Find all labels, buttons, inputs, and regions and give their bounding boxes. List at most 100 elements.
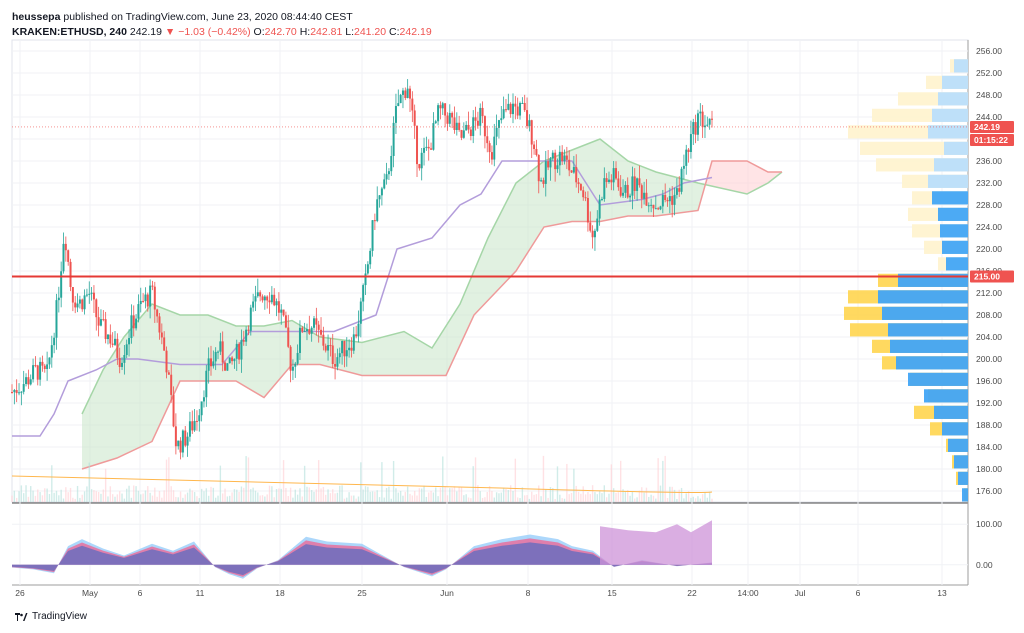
cloud-segment: [390, 333, 397, 376]
cloud-segment: [250, 326, 257, 394]
volume-bar: [657, 458, 659, 502]
candle-body: [371, 220, 374, 251]
candle-body: [92, 292, 95, 300]
candle-body: [589, 222, 592, 231]
volume-bar: [62, 498, 65, 502]
candle-body: [692, 122, 695, 135]
candle-body: [434, 121, 437, 124]
footer-brand[interactable]: TradingView: [32, 611, 88, 622]
time-tick-label: 14:00: [737, 588, 759, 598]
volume-bar: [526, 495, 528, 502]
candle-body: [195, 420, 198, 422]
volume-bar: [137, 490, 140, 502]
candle-body: [530, 120, 533, 145]
cloud-segment: [551, 155, 558, 226]
volume-bar: [310, 490, 313, 502]
volume-bar: [65, 487, 67, 502]
cloud-segment: [530, 166, 537, 249]
cloud-segment: [124, 328, 131, 455]
volume-bar: [212, 487, 215, 502]
candle-body: [406, 88, 409, 99]
candle-body: [331, 345, 334, 364]
volume-bar: [217, 495, 219, 502]
oscillator-area-dark: [12, 542, 712, 576]
volume-bar: [671, 486, 673, 502]
cloud-segment: [719, 161, 726, 190]
volume-bar: [704, 492, 706, 502]
volume-bar: [133, 485, 135, 502]
volume-bar: [39, 492, 41, 502]
volume-bar: [275, 489, 278, 502]
candle-body: [542, 180, 545, 184]
volume-bar: [605, 497, 608, 502]
volume-bar: [118, 491, 121, 502]
volume-bar: [18, 491, 20, 502]
candle-body: [268, 300, 271, 303]
volume-bar: [582, 486, 584, 502]
volume-bar: [397, 492, 399, 502]
volume-bar: [15, 497, 18, 502]
candle-body: [387, 171, 390, 175]
volume-bar: [591, 485, 594, 502]
volume-bar: [531, 491, 533, 502]
price-tick-label: 236.00: [976, 156, 1002, 166]
candle-body: [109, 334, 112, 344]
volume-bar: [339, 485, 341, 502]
volume-bar: [332, 489, 334, 502]
volume-bar: [348, 492, 350, 502]
volume-bar: [627, 489, 629, 502]
candle-body: [252, 301, 255, 308]
candle-body: [97, 317, 100, 326]
price-change: −1.03 (−0.42%): [178, 26, 251, 38]
volume-profile-bar: [942, 240, 968, 254]
volume-bar: [299, 488, 301, 502]
volume-bar: [641, 487, 643, 502]
candle-body: [181, 430, 184, 453]
candle-body: [540, 180, 543, 182]
candle-body: [514, 103, 517, 107]
volume-bar: [285, 487, 287, 502]
candle-body: [240, 340, 243, 360]
candle-body: [308, 329, 311, 334]
candle-body: [261, 296, 264, 301]
candle-body: [282, 309, 285, 316]
volume-bar: [287, 496, 289, 502]
candle-body: [121, 362, 124, 367]
volume-bar: [619, 460, 622, 502]
candle-body: [694, 122, 697, 135]
volume-bar: [512, 490, 514, 502]
candle-body: [526, 110, 529, 127]
volume-bar: [350, 495, 353, 502]
close-value: 242.19: [399, 26, 432, 38]
candle-body: [521, 102, 524, 104]
candle-body: [118, 357, 121, 367]
open-value: 242.70: [264, 26, 297, 38]
candle-body: [423, 147, 426, 153]
candle-body: [706, 124, 709, 126]
candle-body: [39, 361, 42, 380]
candle-body: [256, 292, 259, 297]
volume-bar: [538, 485, 540, 502]
candle-body: [25, 377, 28, 385]
candle-body: [444, 103, 447, 116]
candle-body: [212, 361, 215, 367]
volume-bar: [685, 493, 687, 502]
cloud-segment: [418, 339, 425, 376]
volume-bar: [556, 466, 559, 502]
candle-body: [329, 345, 332, 347]
volume-bar: [161, 497, 163, 502]
author-name[interactable]: heussepa: [12, 11, 61, 23]
candle-body: [43, 365, 46, 369]
volume-bar: [238, 491, 240, 502]
candle-body: [200, 401, 203, 416]
candle-body: [352, 334, 355, 351]
volume-bar: [477, 485, 479, 502]
volume-profile-bar: [890, 339, 968, 353]
candle-body: [301, 327, 304, 332]
candle-body: [245, 329, 248, 342]
volume-bar: [147, 486, 149, 502]
candle-body: [219, 341, 222, 352]
volume-bar: [95, 491, 97, 502]
volume-bar: [240, 486, 243, 502]
